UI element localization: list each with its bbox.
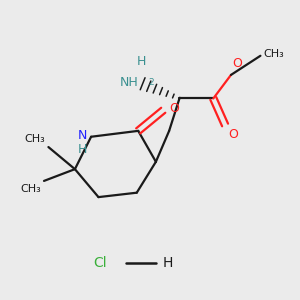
Text: O: O (232, 58, 242, 70)
Text: H: H (163, 256, 173, 270)
Text: NH: NH (119, 76, 138, 89)
Text: CH₃: CH₃ (20, 184, 41, 194)
Text: CH₃: CH₃ (263, 49, 284, 59)
Text: CH₃: CH₃ (25, 134, 46, 144)
Text: O: O (228, 128, 238, 141)
Text: O: O (169, 102, 179, 115)
Text: N: N (77, 129, 87, 142)
Text: H: H (77, 143, 87, 157)
Text: 2: 2 (148, 78, 154, 87)
Text: Cl: Cl (93, 256, 107, 270)
Text: H: H (136, 55, 146, 68)
